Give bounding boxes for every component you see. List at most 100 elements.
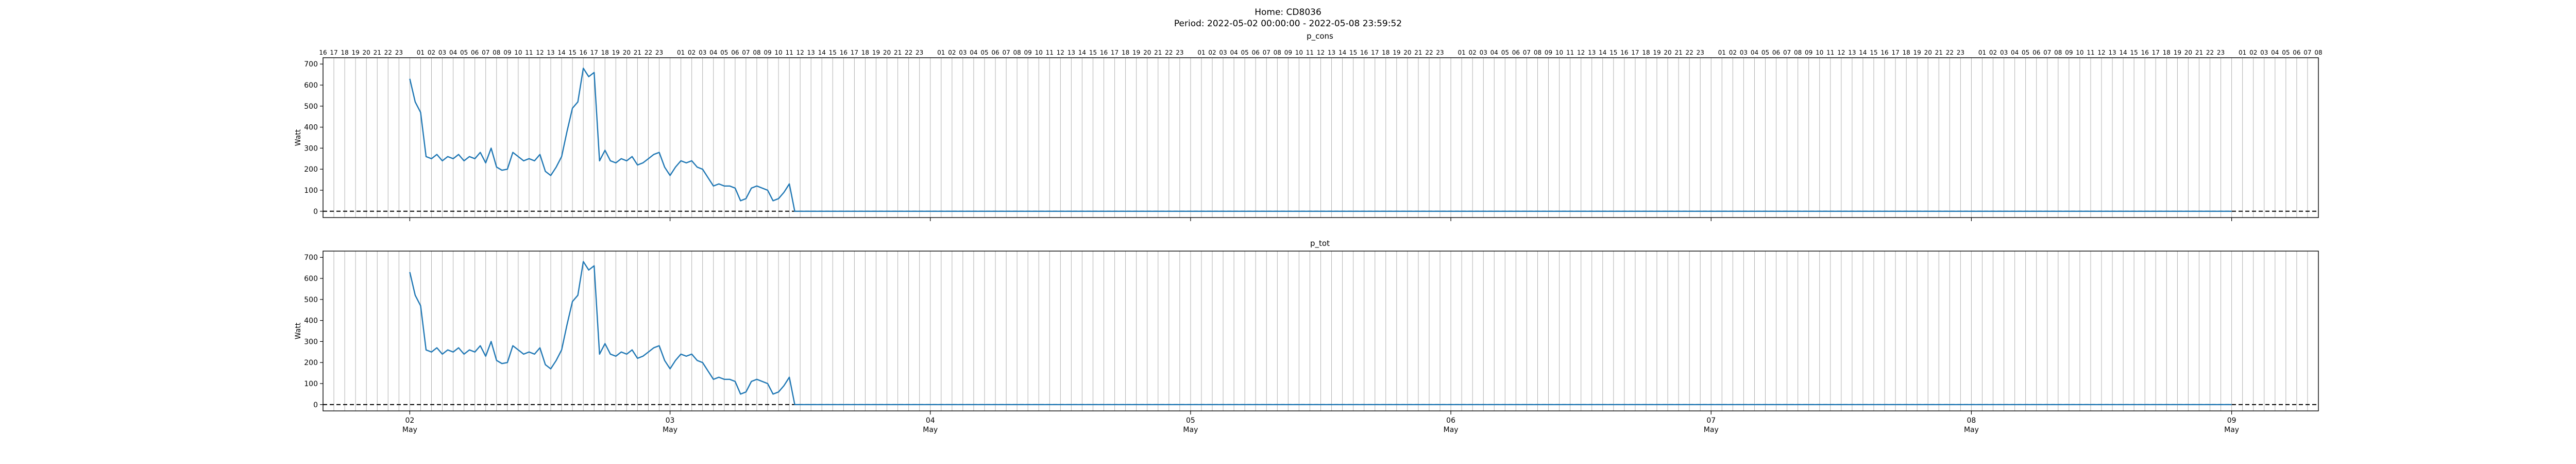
hour-label: 22: [2206, 49, 2214, 56]
hour-label: 20: [1664, 49, 1671, 56]
hour-label: 21: [1154, 49, 1162, 56]
hour-label: 19: [1132, 49, 1140, 56]
hour-label: 17: [590, 49, 598, 56]
hour-label: 11: [1046, 49, 1054, 56]
hour-label: 09: [1284, 49, 1292, 56]
hour-label: 23: [1176, 49, 1183, 56]
month-tick-label: May: [1183, 426, 1198, 434]
hour-label: 16: [319, 49, 327, 56]
y-tick-label: 500: [304, 296, 318, 304]
hour-label: 10: [1816, 49, 1823, 56]
hour-label: 02: [2249, 49, 2257, 56]
day-tick-label: 03: [666, 417, 675, 425]
hour-label: 03: [1740, 49, 1748, 56]
subplot-p-cons: 16 17 18 19 20 21 22 23 01 02 03 04 05 06 07 08 09 10 11 12…: [294, 49, 2323, 218]
hour-label: 09: [1024, 49, 1032, 56]
hour-label: 08: [493, 49, 500, 56]
hour-label: 17: [2152, 49, 2160, 56]
hour-label: 06: [991, 49, 999, 56]
y-tick-label: 700: [304, 60, 318, 69]
hour-label: 21: [374, 49, 381, 56]
hour-label: 13: [2108, 49, 2116, 56]
hour-label: 18: [601, 49, 609, 56]
hour-label: 15: [1089, 49, 1097, 56]
hour-label: 20: [1143, 49, 1151, 56]
hour-label: 10: [1035, 49, 1043, 56]
hour-label: 23: [916, 49, 923, 56]
day-tick-label: 08: [1967, 417, 1976, 425]
hour-label: 23: [1697, 49, 1704, 56]
hour-label: 19: [352, 49, 360, 56]
hour-label: 08: [1794, 49, 1802, 56]
hour-label: 06: [2293, 49, 2300, 56]
month-tick-label: May: [2224, 426, 2239, 434]
hour-label: 03: [1219, 49, 1227, 56]
hour-label: 11: [525, 49, 533, 56]
hour-label: 22: [905, 49, 912, 56]
hour-label: 19: [1393, 49, 1400, 56]
hour-label: 15: [1870, 49, 1877, 56]
hour-label: 03: [2260, 49, 2268, 56]
hour-label: 14: [818, 49, 826, 56]
hour-label: 15: [1609, 49, 1617, 56]
axes-frame: [323, 57, 2319, 218]
hour-label: 03: [699, 49, 706, 56]
hour-label: 06: [1772, 49, 1780, 56]
hour-label: 07: [1263, 49, 1270, 56]
y-tick-label: 300: [304, 144, 318, 153]
hour-label: 12: [1577, 49, 1585, 56]
hour-label: 17: [1111, 49, 1118, 56]
hour-label: 22: [384, 49, 392, 56]
hour-label: 14: [1078, 49, 1086, 56]
hour-label: 05: [1761, 49, 1769, 56]
hour-label: 06: [2032, 49, 2040, 56]
figure-title-home: Home: CD8036: [1255, 7, 1321, 18]
hour-label: 09: [1545, 49, 1552, 56]
hour-label: 14: [1338, 49, 1346, 56]
hour-label: 08: [1534, 49, 1541, 56]
y-tick-label: 200: [304, 359, 318, 367]
month-tick-label: May: [1444, 426, 1459, 434]
hour-label: 21: [1674, 49, 1682, 56]
y-tick-label: 500: [304, 103, 318, 111]
month-tick-label: May: [402, 426, 417, 434]
hour-label: 17: [1891, 49, 1899, 56]
hour-label: 20: [2184, 49, 2192, 56]
hour-label: 12: [2097, 49, 2105, 56]
hour-label: 17: [330, 49, 337, 56]
axes-frame: [323, 251, 2319, 411]
hour-label: 16: [840, 49, 848, 56]
hour-label: 13: [1848, 49, 1856, 56]
hour-label: 03: [2000, 49, 2008, 56]
hour-label: 20: [883, 49, 891, 56]
hour-label: 21: [1414, 49, 1422, 56]
hour-label: 18: [1122, 49, 1129, 56]
y-tick-label: 400: [304, 124, 318, 132]
hour-label: 11: [2087, 49, 2094, 56]
hour-label: 13: [1328, 49, 1335, 56]
series-line-p-tot: [409, 261, 2232, 405]
hour-label: 06: [731, 49, 739, 56]
hour-label: 16: [1100, 49, 1108, 56]
day-tick-label: 02: [405, 417, 414, 425]
hour-label: 12: [796, 49, 804, 56]
hour-label: 04: [449, 49, 457, 56]
hour-label: 14: [2119, 49, 2127, 56]
y-tick-label: 0: [313, 208, 318, 216]
hour-label: 18: [2163, 49, 2171, 56]
hour-label: 13: [547, 49, 554, 56]
hour-label: 07: [1523, 49, 1531, 56]
hour-label: 17: [1631, 49, 1639, 56]
hour-label: 19: [872, 49, 880, 56]
y-axis-label: Watt: [294, 129, 302, 146]
subplot-title-p-tot: p_tot: [1310, 239, 1330, 248]
hour-label: 13: [807, 49, 815, 56]
hour-label: 07: [1002, 49, 1010, 56]
subplot-p-tot: 0 100 200 300 400 500 600 700 Watt: [294, 251, 2319, 411]
y-tick-label: 100: [304, 187, 318, 195]
hour-label: 01: [1718, 49, 1726, 56]
hour-label: 03: [1480, 49, 1487, 56]
hour-label: 01: [677, 49, 685, 56]
hour-label: 04: [1751, 49, 1758, 56]
